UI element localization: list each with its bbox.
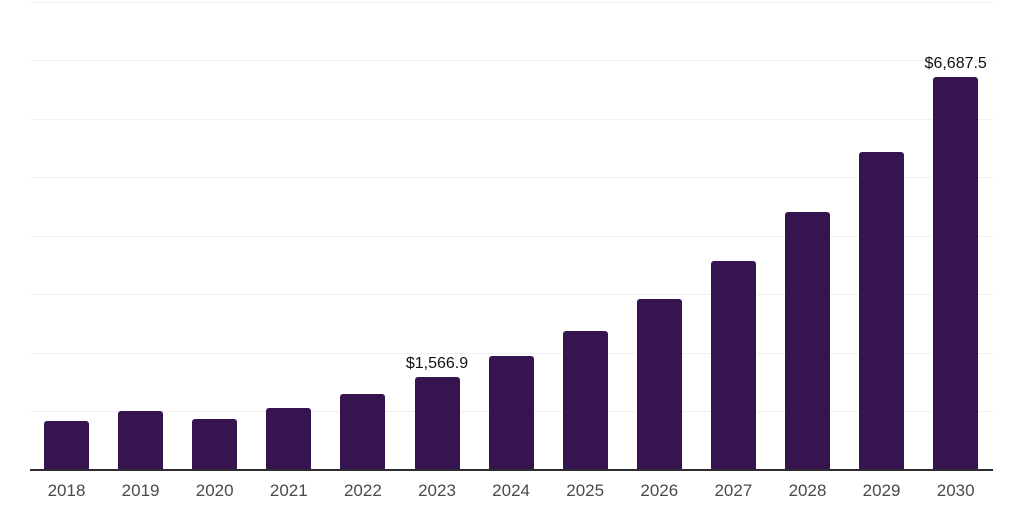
bar-2019	[118, 410, 164, 469]
x-tick-label-2026: 2026	[640, 481, 679, 500]
x-tick-label-2024: 2024	[492, 481, 530, 500]
bar-2018	[44, 420, 89, 469]
value-label-2023: $1,566.9	[405, 355, 469, 373]
bar-2026	[636, 299, 682, 469]
x-tick-label-2023: 2023	[418, 481, 456, 500]
bar-2025	[562, 330, 608, 469]
gridline-8000	[30, 1, 993, 3]
bar-2023	[414, 377, 460, 469]
gridline-2000	[30, 352, 993, 354]
gridline-3000	[30, 294, 993, 296]
gridline-4000	[30, 235, 993, 237]
x-tick-label-2021: 2021	[269, 481, 308, 500]
value-label-2030: $6,687.5	[924, 55, 987, 73]
x-tick-label-2022: 2022	[343, 481, 382, 500]
bar-2027	[710, 261, 756, 469]
bar-2022	[340, 394, 386, 469]
bar-2030	[933, 77, 979, 469]
bar-2024	[488, 356, 534, 469]
x-tick-label-2029: 2029	[862, 481, 901, 500]
x-tick-label-2027: 2027	[714, 481, 753, 500]
x-axis-line	[30, 469, 993, 471]
x-tick-label-2018: 2018	[47, 481, 86, 500]
x-tick-label-2030: 2030	[936, 481, 975, 500]
x-tick-label-2028: 2028	[788, 481, 827, 500]
bar-2021	[266, 407, 312, 469]
x-tick-label-2020: 2020	[195, 481, 234, 500]
gridline-5000	[30, 177, 993, 179]
x-tick-label-2025: 2025	[566, 481, 605, 500]
gridline-7000	[30, 60, 993, 62]
bar-2020	[192, 418, 238, 469]
x-tick-label-2019: 2019	[121, 481, 160, 500]
bar-2029	[859, 151, 905, 469]
bar-2028	[785, 211, 830, 469]
bar-chart-plot-area: 2018 2019 2020 2021 2022 2023 $1,566.9 2024 2025…	[30, 0, 993, 500]
gridline-6000	[30, 118, 993, 120]
